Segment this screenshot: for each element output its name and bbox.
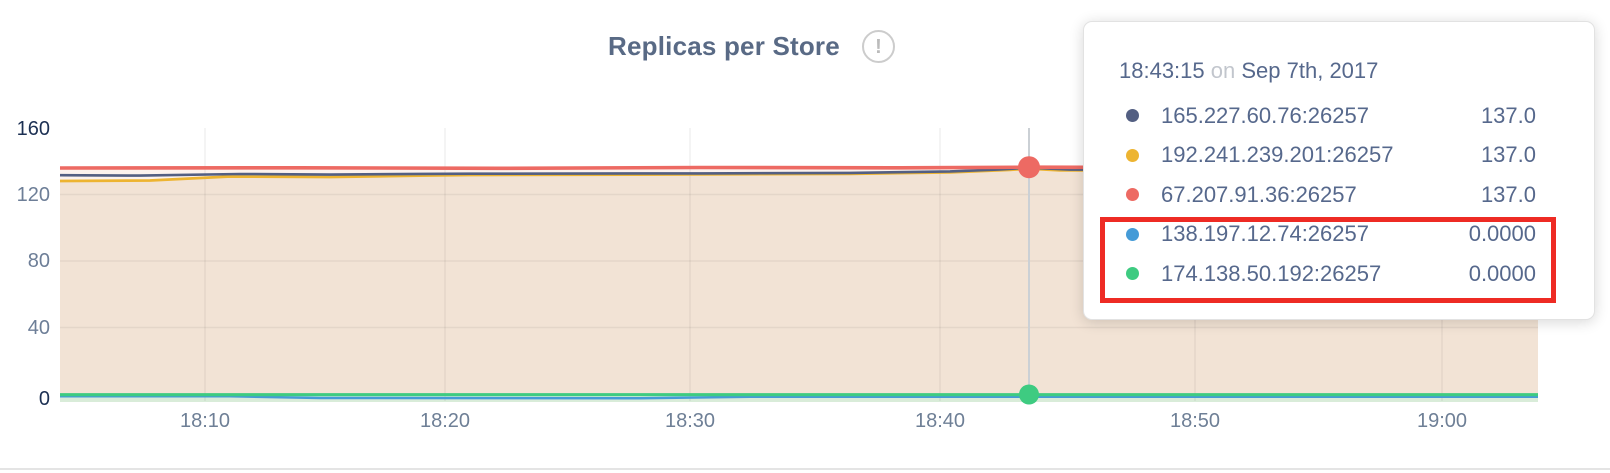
tooltip-date: Sep 7th, 2017 [1241,58,1379,83]
y-tick-160: 160 [16,118,50,140]
y-tick-40: 40 [27,316,50,339]
series-value: 137.0 [1480,102,1536,128]
series-value: 137.0 [1480,181,1536,207]
hover-marker-green [1019,384,1039,405]
tooltip-row: 174.138.50.192:26257 0.0000 [1119,254,1536,294]
x-tick-1850: 18:50 [1169,410,1221,432]
series-value: 137.0 [1480,142,1536,168]
card-bottom-divider [0,468,1610,470]
x-tick-1900: 19:00 [1416,410,1468,432]
series-label: 67.207.91.36:26257 [1161,181,1357,207]
tooltip-time: 18:43:15 [1119,58,1205,83]
tooltip-row: 192.241.239.201:26257 137.0 [1119,136,1536,176]
series-dot-green [1126,267,1139,281]
series-dot-yellow [1126,148,1139,162]
series-value: 0.0000 [1468,260,1536,286]
y-tick-0: 0 [38,388,50,410]
area-fill-green [60,396,1538,402]
chart-header: Replicas per Store ! [608,30,895,63]
series-label: 165.227.60.76:26257 [1161,102,1369,128]
series-label: 174.138.50.192:26257 [1161,260,1382,286]
series-value: 0.0000 [1468,221,1536,247]
hover-marker-red [1018,156,1040,179]
tooltip-on-word: on [1210,58,1236,83]
tooltip-row: 165.227.60.76:26257 137.0 [1119,96,1536,136]
y-tick-120: 120 [16,183,50,206]
tooltip-row: 138.197.12.74:26257 0.0000 [1119,215,1536,255]
x-tick-1820: 18:20 [419,410,471,432]
series-label: 192.241.239.201:26257 [1161,142,1394,168]
series-dot-slate [1126,109,1139,123]
x-tick-1840: 18:40 [914,410,966,432]
tooltip-row: 67.207.91.36:26257 137.0 [1119,175,1536,215]
x-tick-1830: 18:30 [664,410,716,432]
y-tick-80: 80 [27,250,50,272]
series-label: 138.197.12.74:26257 [1161,221,1369,247]
annotation-highlight-box [1100,217,1556,303]
info-icon[interactable]: ! [861,30,895,63]
tooltip-timestamp: 18:43:15 on Sep 7th, 2017 [1119,56,1536,86]
series-dot-blue [1126,227,1139,241]
page-title: Replicas per Store [608,31,840,61]
x-tick-1810: 18:10 [179,410,231,432]
hover-tooltip: 18:43:15 on Sep 7th, 2017 165.227.60.76:… [1083,21,1595,320]
series-line-blue [60,395,1538,400]
series-dot-red [1126,188,1139,202]
